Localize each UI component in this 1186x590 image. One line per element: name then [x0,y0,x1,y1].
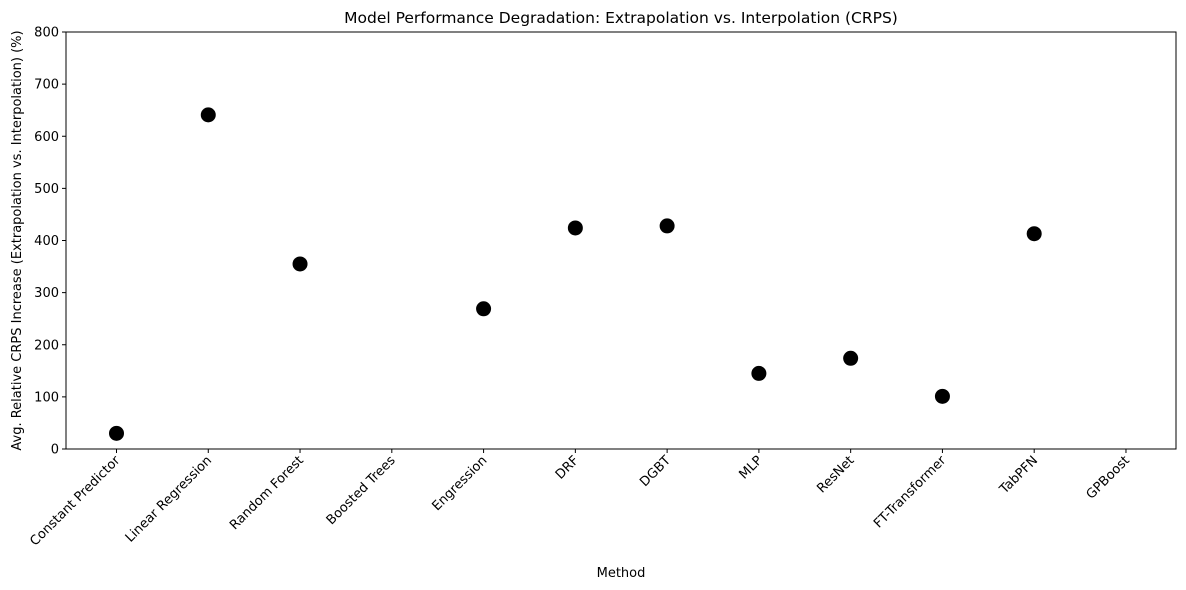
x-tick-label: FT-Transformer [871,453,950,532]
y-tick-label: 200 [34,338,59,353]
plot-frame [65,31,1177,450]
x-tick-label: MLP [737,453,766,482]
y-tick-label: 800 [34,26,59,41]
y-tick-label: 700 [34,78,59,93]
data-point [1026,226,1042,242]
x-tick-label: ResNet [814,453,857,496]
data-point [659,218,675,234]
x-tick-label: DRF [553,453,582,482]
data-points [109,107,1042,441]
y-axis: 0 100 200 300 400 500 600 700 800 [34,26,66,458]
y-axis-title: Avg. Relative CRPS Increase (Extrapolati… [10,30,25,450]
data-point [476,301,492,317]
y-tick-label: 300 [34,286,59,301]
data-point [200,107,216,123]
x-axis: Constant Predictor Linear Regression Rando… [27,449,1133,549]
data-point [292,256,308,272]
x-tick-label: Linear Regression [123,453,215,545]
x-axis-title: Method [597,566,646,581]
x-tick-label: Random Forest [227,453,307,533]
x-tick-label: Constant Predictor [27,453,123,549]
y-tick-label: 100 [34,390,59,405]
data-point [567,220,583,236]
x-tick-label: Engression [430,453,491,514]
x-tick-label: Boosted Trees [324,453,399,528]
x-tick-label: GPBoost [1084,453,1133,502]
y-tick-label: 400 [34,234,59,249]
y-tick-label: 500 [34,182,59,197]
x-tick-label: DGBT [637,453,674,490]
data-point [109,425,124,441]
data-point [934,388,950,404]
data-point [843,350,859,366]
chart-title: Model Performance Degradation: Extrapola… [344,9,898,27]
data-point [751,365,767,381]
x-tick-label: TabPFN [996,453,1041,498]
y-tick-label: 600 [34,130,59,145]
y-tick-label: 0 [51,443,59,458]
